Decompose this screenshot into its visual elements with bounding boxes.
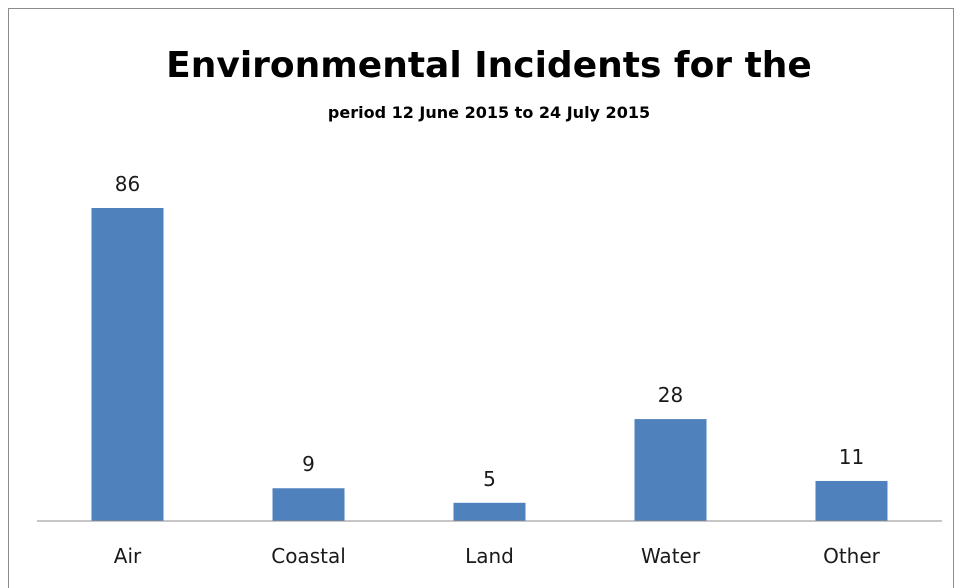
- chart-frame: [8, 8, 954, 588]
- bar-land: [453, 502, 526, 521]
- tick-label-other: Other: [823, 544, 881, 568]
- tick-label-air: Air: [114, 544, 142, 568]
- data-label-land: 5: [483, 467, 496, 491]
- bar-water: [634, 419, 707, 521]
- bar-coastal: [272, 488, 345, 521]
- data-label-water: 28: [658, 383, 683, 407]
- bar-other: [815, 480, 888, 521]
- tick-label-coastal: Coastal: [271, 544, 346, 568]
- data-label-other: 11: [839, 445, 864, 469]
- chart-title: Environmental Incidents for the: [166, 45, 812, 86]
- bar-air: [91, 208, 164, 521]
- data-label-coastal: 9: [302, 452, 315, 476]
- labels-group: 86 Air 9 Coastal 5 Land 28 Water 11 Other: [114, 172, 881, 568]
- bars-group: [91, 208, 888, 521]
- tick-label-land: Land: [465, 544, 514, 568]
- data-label-air: 86: [115, 172, 140, 196]
- chart-subtitle: period 12 June 2015 to 24 July 2015: [328, 103, 650, 122]
- tick-label-water: Water: [641, 544, 701, 568]
